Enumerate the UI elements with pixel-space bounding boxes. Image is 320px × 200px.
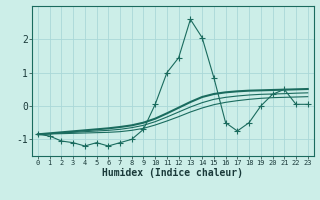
- X-axis label: Humidex (Indice chaleur): Humidex (Indice chaleur): [102, 168, 243, 178]
